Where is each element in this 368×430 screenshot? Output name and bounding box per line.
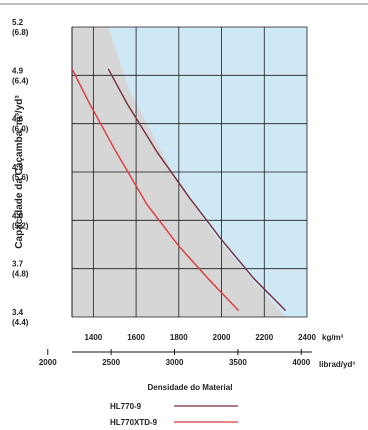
- series-line-hl770-9: [107, 68, 287, 312]
- x-axis-unit-primary: kg/m³: [322, 333, 344, 342]
- y-tick-label-yd3: (5.2): [12, 221, 29, 230]
- y-tick-label-yd3: (6.0): [12, 125, 29, 134]
- y-tick-label-yd3: (6.4): [12, 76, 29, 85]
- x2-tick-label: 2000: [39, 358, 57, 367]
- x2-tick-label: 3000: [166, 358, 184, 367]
- tick-labels: 5.2(6.8) 4.9(6.4) 4.6(6.0) 4.3(5.6) 4.0(5.2)…: [12, 18, 316, 367]
- y-tick-label-m3: 3.7: [12, 260, 24, 269]
- y-axis-label: Capacidade da Caçamba, m³/yd³: [14, 95, 25, 249]
- y-tick-label-m3: 4.3: [12, 163, 24, 172]
- y-tick-label-m3: 4.0: [12, 211, 24, 220]
- legend-label-hl770-9: HL770-9: [110, 402, 142, 411]
- x2-tick-label: 3500: [229, 358, 247, 367]
- y-tick-label-m3: 4.9: [12, 66, 24, 75]
- y-tick-label-m3: 4.6: [12, 115, 24, 124]
- y-tick-label-yd3: (4.8): [12, 270, 29, 279]
- y-tick-label-yd3: (6.8): [12, 28, 29, 37]
- x-tick-label: 1600: [127, 333, 145, 342]
- y-tick-label-yd3: (5.6): [12, 173, 29, 182]
- x-tick-label: 2200: [255, 333, 273, 342]
- legend-label-hl770xtd-9: HL770XTD-9: [110, 418, 158, 427]
- x-axis-unit-secondary: librad/yd³: [319, 360, 355, 369]
- y-tick-label-yd3: (4.4): [12, 318, 29, 327]
- y-tick-label-m3: 5.2: [12, 18, 24, 27]
- x-axis-label: Densidade do Material: [148, 383, 233, 392]
- x2-tick-label: 2500: [102, 358, 120, 367]
- series-line-hl770xtd-9: [72, 68, 240, 312]
- y-tick-label-m3: 3.4: [12, 308, 24, 317]
- series-lines: [72, 68, 287, 312]
- x-tick-label: 1800: [170, 333, 188, 342]
- x-tick-label: 2000: [213, 333, 231, 342]
- x2-tick-label: 4000: [292, 358, 310, 367]
- legend: HL770-9 HL770XTD-9: [110, 402, 238, 427]
- x-tick-label: 2400: [298, 333, 316, 342]
- x-tick-label: 1400: [84, 333, 102, 342]
